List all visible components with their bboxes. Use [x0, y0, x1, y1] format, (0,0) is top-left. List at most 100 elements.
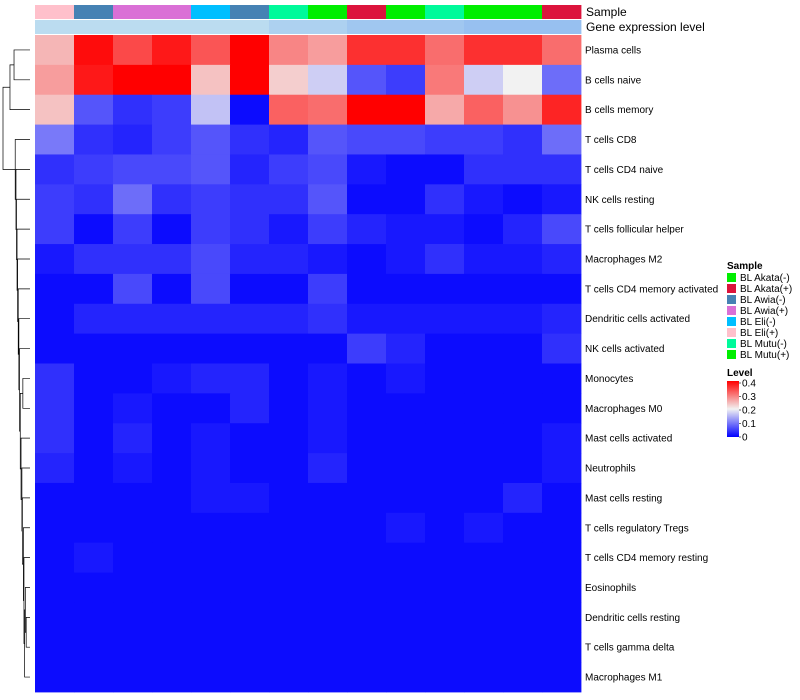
- heatmap-cell: [347, 423, 387, 454]
- heatmap-cell: [425, 453, 465, 484]
- row-label: Mast cells activated: [585, 434, 672, 445]
- heatmap-cell: [347, 453, 387, 484]
- heatmap-cell: [35, 244, 75, 275]
- heatmap-cell: [542, 363, 582, 394]
- heatmap-cell: [191, 632, 231, 663]
- row-label: T cells CD4 memory resting: [585, 553, 708, 564]
- expression-annotation-cell: [113, 20, 153, 34]
- heatmap-cell: [269, 333, 309, 364]
- heatmap-cell: [113, 572, 153, 603]
- heatmap-cell: [464, 632, 504, 663]
- heatmap-cell: [308, 512, 348, 544]
- heatmap-cell: [74, 214, 114, 245]
- heatmap-cell: [308, 453, 348, 484]
- heatmap-cell: [74, 124, 114, 155]
- annotation-label-gene-expression: Gene expression level: [586, 20, 705, 34]
- sample-annotation-cell: [113, 5, 153, 19]
- heatmap-cell: [35, 632, 75, 663]
- dendrogram-branch: [19, 393, 23, 470]
- legend-sample-swatch: [727, 328, 736, 337]
- heatmap-cell: [74, 244, 114, 275]
- heatmap-cell: [269, 244, 309, 275]
- heatmap-cell: [347, 303, 387, 335]
- heatmap-cell: [386, 662, 426, 693]
- heatmap-cell: [113, 124, 153, 155]
- heatmap-cell: [191, 572, 231, 603]
- legend-sample-label: BL Mutu(-): [740, 339, 787, 350]
- heatmap-cell: [35, 124, 75, 155]
- heatmap-cell: [191, 94, 231, 125]
- row-label: Mast cells resting: [585, 493, 662, 504]
- heatmap-cell: [386, 453, 426, 484]
- legend-sample-label: BL Eli(-): [740, 317, 776, 328]
- heatmap-cell: [464, 94, 504, 125]
- heatmap-cell: [230, 482, 270, 514]
- legend-level-ticks: 0.4 0.3 0.2 0.1 0: [739, 379, 756, 444]
- heatmap-cell: [269, 154, 309, 185]
- expression-annotation-cell: [269, 20, 309, 34]
- row-label: Macrophages M0: [585, 404, 663, 415]
- heatmap-cell: [113, 393, 153, 424]
- heatmap-cell: [191, 124, 231, 155]
- heatmap-cell: [542, 273, 582, 305]
- heatmap-cell: [152, 602, 192, 633]
- heatmap-cell: [35, 482, 75, 514]
- heatmap-cell: [542, 423, 582, 454]
- heatmap-cell: [230, 35, 270, 66]
- heatmap-cell: [152, 94, 192, 125]
- expression-annotation-cell: [386, 20, 426, 34]
- legend-sample-swatch: [727, 273, 736, 282]
- heatmap-cell: [464, 244, 504, 275]
- legend-sample-label: BL Awia(+): [740, 306, 788, 317]
- row-label: B cells naive: [585, 75, 642, 86]
- heatmap-cell: [425, 124, 465, 155]
- sample-annotation-cell: [425, 5, 465, 19]
- legend: Sample BL Akata(-)BL Akata(+)BL Awia(-)B…: [727, 261, 792, 444]
- heatmap-cell: [503, 363, 543, 394]
- heatmap-cell: [308, 333, 348, 364]
- heatmap-cell: [191, 602, 231, 633]
- heatmap-cell: [230, 662, 270, 693]
- heatmap-cell: [74, 64, 114, 96]
- heatmap-cell: [152, 244, 192, 275]
- heatmap-cell: [425, 244, 465, 275]
- heatmap-cell: [503, 542, 543, 573]
- heatmap-cell: [191, 333, 231, 364]
- heatmap-cell: [464, 363, 504, 394]
- heatmap-cell: [152, 154, 192, 185]
- heatmap-cell: [386, 333, 426, 364]
- legend-sample-label: BL Akata(-): [740, 273, 790, 284]
- legend-sample-label: BL Mutu(+): [740, 350, 789, 361]
- heatmap-cell: [35, 154, 75, 185]
- heatmap-cell: [230, 632, 270, 663]
- heatmap-cell: [542, 244, 582, 275]
- heatmap-cell: [308, 124, 348, 155]
- heatmap-cell: [35, 453, 75, 484]
- heatmap-cell: [308, 542, 348, 573]
- legend-level-tick-label: 0: [742, 433, 748, 444]
- legend-level-tick-label: 0.1: [742, 419, 756, 430]
- heatmap-cell: [269, 662, 309, 693]
- heatmap-cell: [35, 542, 75, 573]
- heatmap-cell: [230, 273, 270, 305]
- heatmap-cell: [542, 35, 582, 66]
- heatmap-cell: [191, 662, 231, 693]
- heatmap-cell: [386, 303, 426, 335]
- heatmap-cell: [464, 662, 504, 693]
- heatmap-cell: [503, 35, 543, 66]
- heatmap-cell: [191, 453, 231, 484]
- legend-level-tick-label: 0.3: [742, 392, 756, 403]
- heatmap-cell: [386, 94, 426, 125]
- heatmap-cell: [464, 482, 504, 514]
- heatmap-cell: [152, 423, 192, 454]
- heatmap-cell: [347, 64, 387, 96]
- heatmap-cell: [386, 542, 426, 573]
- heatmap-cell: [74, 542, 114, 573]
- heatmap-cell: [464, 453, 504, 484]
- heatmap-cell: [425, 363, 465, 394]
- heatmap-cell: [347, 602, 387, 633]
- legend-sample-swatch: [727, 284, 736, 293]
- heatmap-cell: [152, 303, 192, 335]
- row-label: Dendritic cells activated: [585, 314, 690, 325]
- heatmap-cell: [347, 572, 387, 603]
